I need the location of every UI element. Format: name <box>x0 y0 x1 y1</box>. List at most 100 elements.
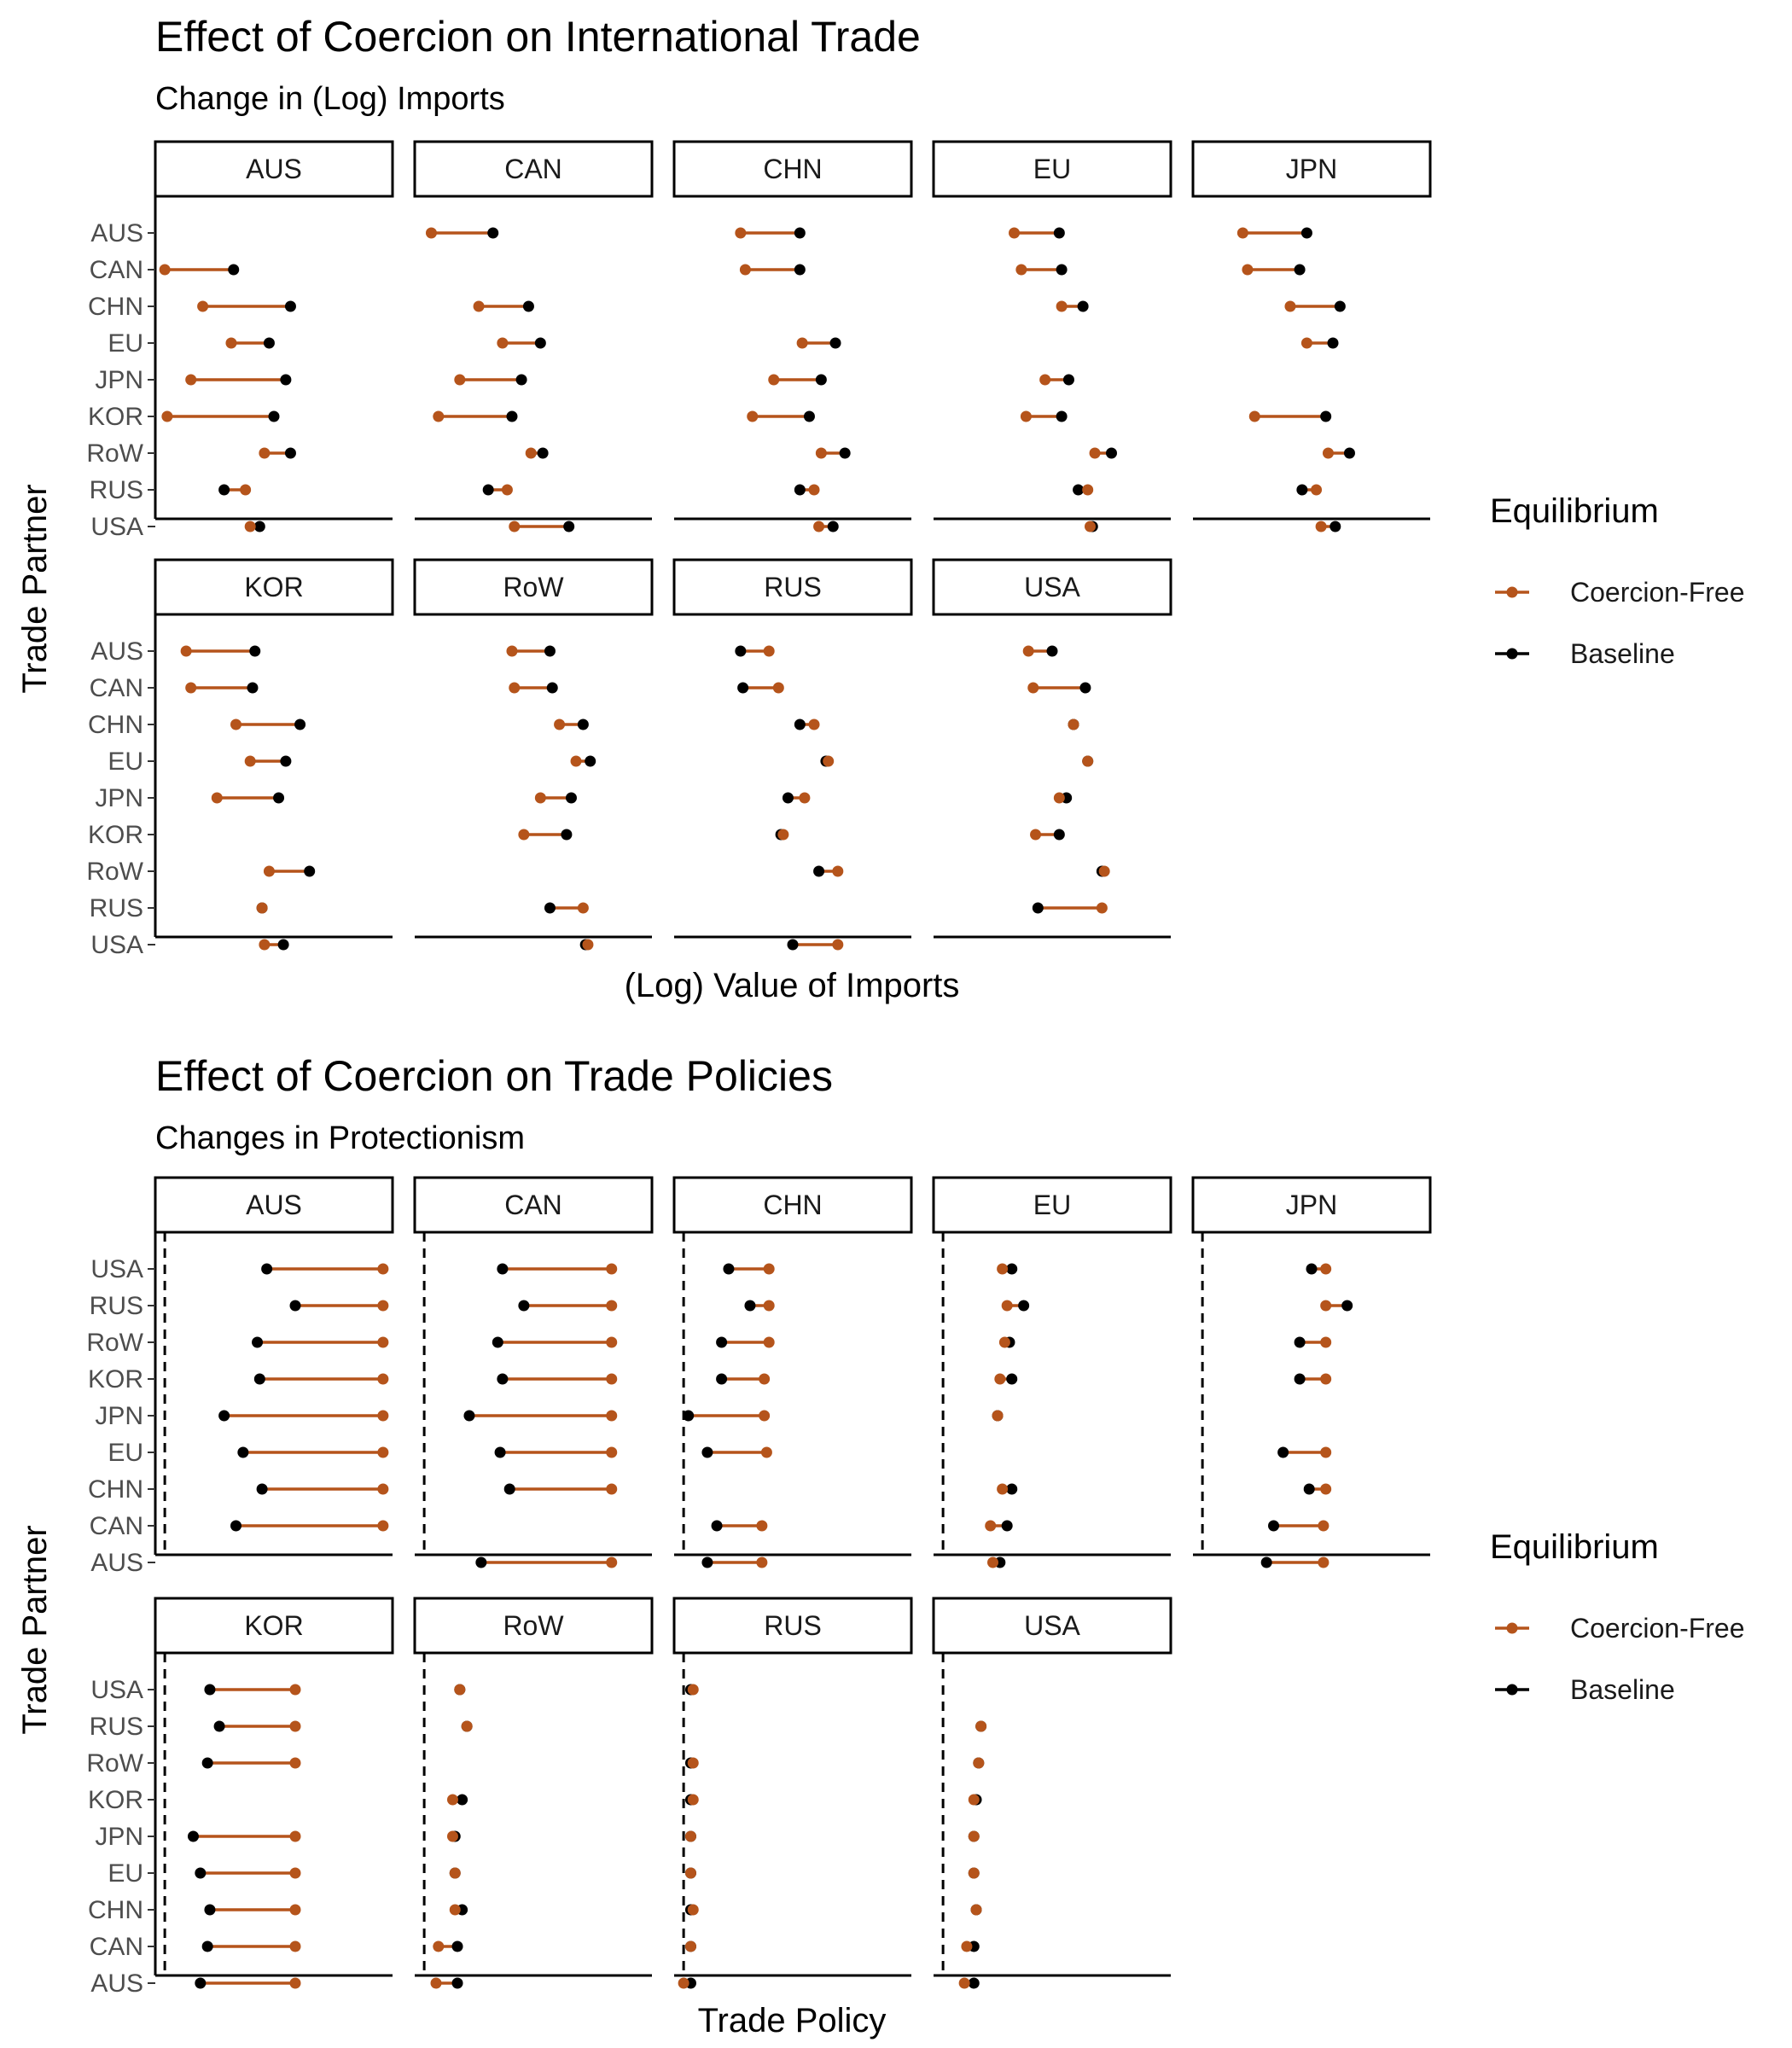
baseline-point <box>522 300 534 312</box>
baseline-point <box>195 1977 207 1989</box>
facet-panel-KOR: KOR AUS CAN CHN EU JPN KOR RoW RUS USA <box>86 558 394 959</box>
baseline-point <box>1106 447 1117 459</box>
facet-panel-RUS: RUS <box>672 1597 913 1989</box>
coercion-free-point <box>606 1446 618 1458</box>
coercion-free-point <box>240 484 252 496</box>
coercion-free-point <box>832 939 844 951</box>
coercion-free-point <box>518 829 530 841</box>
coercion-free-point <box>684 1867 696 1879</box>
coercion-free-point <box>763 645 775 657</box>
coercion-free-point <box>185 374 197 386</box>
baseline-point <box>487 227 499 239</box>
coercion-free-point <box>501 484 513 496</box>
coercion-free-point <box>968 1867 980 1879</box>
baseline-point <box>253 1373 265 1385</box>
facet-strip <box>413 558 654 616</box>
facet-strip-label: KOR <box>244 572 303 602</box>
coercion-free-point <box>1284 300 1296 312</box>
coercion-free-point <box>808 719 820 730</box>
baseline-point <box>563 521 575 532</box>
coercion-free-point <box>506 645 518 657</box>
coercion-free-point <box>377 1373 389 1385</box>
y-tick-label: USA <box>90 931 143 959</box>
legend-label: Coercion-Free <box>1570 1613 1745 1644</box>
facet-strip-label: AUS <box>246 154 302 184</box>
coercion-free-point <box>197 300 209 312</box>
coercion-free-point <box>1320 1446 1332 1458</box>
facet-strip-label: JPN <box>1286 154 1337 184</box>
coercion-free-point <box>997 1263 1009 1275</box>
baseline-point <box>815 374 827 386</box>
baseline-point <box>187 1830 199 1842</box>
facet-strip <box>1191 140 1432 198</box>
x-axis-title: (Log) Value of Imports <box>625 967 960 1004</box>
coercion-free-point <box>759 1373 771 1385</box>
baseline-point <box>561 829 573 841</box>
coercion-free-point <box>763 1263 775 1275</box>
facet-strip <box>672 558 913 616</box>
facet-strip-label: EU <box>1033 154 1071 184</box>
coercion-free-point <box>180 645 192 657</box>
baseline-point <box>1079 682 1091 694</box>
legend-title: Equilibrium <box>1490 492 1659 530</box>
coercion-free-point <box>1027 682 1039 694</box>
facet-strip-label: RUS <box>764 572 822 602</box>
coercion-free-point <box>815 447 827 459</box>
baseline-point <box>794 227 806 239</box>
y-tick-label: CAN <box>90 1512 143 1540</box>
baseline-point <box>482 484 494 496</box>
coercion-free-point <box>1068 719 1079 730</box>
baseline-point <box>218 484 230 496</box>
coercion-free-point <box>968 1794 980 1806</box>
facet-strip <box>413 1597 654 1655</box>
y-tick-label: USA <box>90 1255 143 1283</box>
coercion-free-point <box>425 227 437 239</box>
coercion-free-point <box>760 1446 772 1458</box>
baseline-point <box>213 1720 225 1732</box>
coercion-free-point <box>1300 337 1312 349</box>
baseline-point <box>585 755 596 767</box>
facet-panel-EU: EU <box>932 140 1172 532</box>
coercion-free-point <box>225 337 237 349</box>
facet-strip-label: RoW <box>503 1610 564 1641</box>
coercion-free-point <box>1022 645 1034 657</box>
coercion-free-point <box>763 1336 775 1348</box>
facet-strip <box>154 558 394 616</box>
legend-label: Baseline <box>1570 638 1675 669</box>
coercion-free-point <box>259 939 271 951</box>
y-tick-label: AUS <box>90 1969 143 1998</box>
baseline-point <box>261 1263 273 1275</box>
coercion-free-point <box>534 792 546 804</box>
baseline-point <box>794 264 806 276</box>
baseline-point <box>735 645 747 657</box>
coercion-free-point <box>1320 1300 1332 1312</box>
coercion-free-point <box>289 1904 301 1916</box>
coercion-free-point <box>970 1904 982 1916</box>
coercion-free-point <box>747 410 759 422</box>
y-tick-label: AUS <box>90 219 143 247</box>
coercion-free-point <box>684 1830 696 1842</box>
coercion-free-point <box>763 1300 775 1312</box>
baseline-point <box>577 719 589 730</box>
facet-strip <box>413 140 654 198</box>
baseline-point <box>1018 1300 1030 1312</box>
baseline-point <box>1296 484 1308 496</box>
baseline-point <box>794 719 806 730</box>
y-tick-label: JPN <box>95 1823 143 1851</box>
y-tick-label: EU <box>108 748 143 776</box>
coercion-free-point <box>1082 484 1094 496</box>
coercion-free-point <box>968 1830 980 1842</box>
coercion-free-point <box>1089 447 1101 459</box>
chart-title: Effect of Coercion on International Trad… <box>155 13 921 61</box>
coercion-free-point <box>759 1410 771 1422</box>
coercion-free-point <box>211 792 223 804</box>
baseline-point <box>247 682 259 694</box>
baseline-point <box>544 902 556 914</box>
baseline-point <box>1303 1483 1315 1495</box>
facet-strip <box>154 140 394 198</box>
baseline-point <box>787 939 799 951</box>
coercion-free-point <box>975 1720 987 1732</box>
baseline-point <box>839 447 851 459</box>
coercion-free-point <box>1001 1300 1013 1312</box>
baseline-point <box>1294 1336 1306 1348</box>
